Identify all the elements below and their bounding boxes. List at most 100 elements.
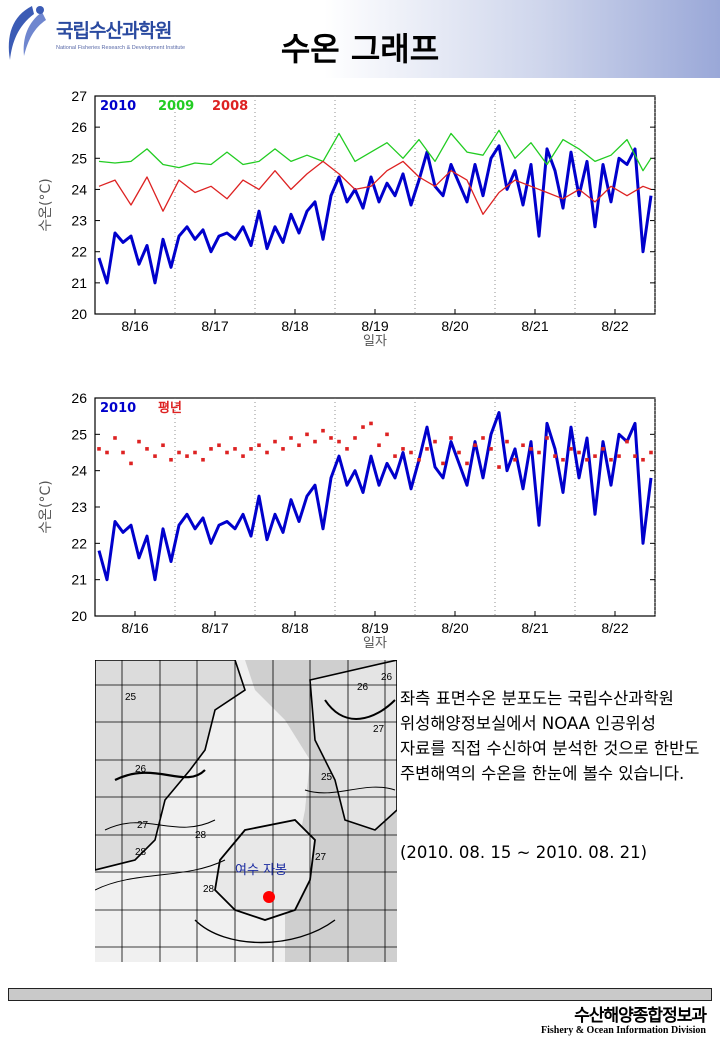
data-point xyxy=(425,447,429,451)
contour-label: 27 xyxy=(137,820,149,831)
data-point xyxy=(465,461,469,466)
legend-entry: 2010 xyxy=(100,401,136,416)
data-point xyxy=(161,443,165,448)
contour-label: 26 xyxy=(357,682,369,693)
y-tick-label: 21 xyxy=(71,572,87,588)
data-point xyxy=(481,436,485,440)
y-tick-label: 22 xyxy=(71,244,87,260)
data-point xyxy=(97,447,101,451)
data-point xyxy=(225,450,229,455)
org-name: 국립수산과학원 xyxy=(56,20,172,42)
x-axis-label: 일자 xyxy=(363,636,387,651)
data-point xyxy=(193,450,197,455)
series-line-2010 xyxy=(97,411,653,582)
header-banner: 국립수산과학원 National Fisheries Research & De… xyxy=(0,0,720,78)
map-description: 좌측 표면수온 분포도는 국립수산과학원 위성해양정보실에서 NOAA 인공위성… xyxy=(400,689,700,783)
data-point xyxy=(521,443,525,448)
series-line-2009 xyxy=(98,129,652,172)
contour-label: 28 xyxy=(203,884,215,895)
data-point xyxy=(409,450,413,455)
data-point xyxy=(145,447,149,451)
y-axis-label: 수온(°C) xyxy=(38,480,54,533)
contour-label: 26 xyxy=(381,672,393,683)
temperature-chart-normal: 20 21 22 23 24 25 26 8/16 8/17 8/18 8/19 8/20 8/21 8/… xyxy=(38,390,656,651)
y-tick-label: 25 xyxy=(71,150,87,166)
data-point xyxy=(529,447,533,451)
data-point xyxy=(641,457,645,462)
data-point xyxy=(265,450,269,455)
data-point xyxy=(537,450,541,455)
data-point xyxy=(489,447,493,451)
data-point xyxy=(577,450,581,455)
footer-bar xyxy=(8,988,712,1001)
y-tick-label: 21 xyxy=(71,275,87,291)
data-point xyxy=(121,450,125,455)
data-point xyxy=(289,436,293,440)
y-tick-label: 23 xyxy=(71,213,87,229)
data-point xyxy=(353,436,357,440)
sst-map: 25 26 27 28 26 27 28 28 25 26 27 여수 자봉 xyxy=(94,658,398,962)
data-point xyxy=(361,425,365,429)
data-point xyxy=(113,436,117,440)
y-tick-label: 20 xyxy=(71,306,87,322)
data-point xyxy=(305,432,309,437)
data-point xyxy=(585,457,589,462)
y-tick-label: 24 xyxy=(71,181,87,197)
data-point xyxy=(457,450,461,455)
data-point xyxy=(217,443,221,448)
data-point xyxy=(505,439,509,444)
data-point xyxy=(433,439,437,444)
data-point xyxy=(553,454,557,458)
data-point xyxy=(345,447,349,451)
data-point xyxy=(201,457,205,462)
contour-label: 28 xyxy=(195,830,207,841)
data-point xyxy=(337,439,341,444)
temperature-chart-yearly: 20 21 22 23 24 25 26 27 8/16 8/17 8/18 8/19 8/20 8/21… xyxy=(38,88,656,349)
data-point xyxy=(441,461,445,466)
contour-label: 27 xyxy=(315,852,327,863)
org-name-en: National Fisheries Research & Developmen… xyxy=(56,45,186,51)
legend-entry: 평년 xyxy=(158,400,182,416)
x-tick-label: 8/17 xyxy=(201,318,228,334)
data-point xyxy=(129,461,133,466)
data-point xyxy=(417,457,421,462)
data-point xyxy=(393,454,397,458)
data-point xyxy=(401,447,405,451)
data-point xyxy=(545,436,549,440)
x-tick-label: 8/22 xyxy=(601,318,628,334)
x-tick-label: 8/16 xyxy=(121,318,148,334)
data-point xyxy=(185,454,189,458)
x-tick-label: 8/20 xyxy=(441,620,468,636)
sst-map-drawing: 25 26 27 28 26 27 28 28 25 26 27 여수 자봉 xyxy=(94,658,398,962)
x-tick-label: 8/20 xyxy=(441,318,468,334)
plot-area xyxy=(94,95,656,315)
footer-subtitle: Fishery & Ocean Information Division xyxy=(541,1025,706,1036)
data-point xyxy=(209,447,213,451)
data-point xyxy=(377,443,381,448)
data-point xyxy=(313,439,317,444)
data-point xyxy=(329,436,333,440)
legend-entry: 2010 xyxy=(100,99,136,114)
y-tick-label: 26 xyxy=(71,390,87,406)
x-tick-label: 8/17 xyxy=(201,620,228,636)
data-point xyxy=(105,450,109,455)
data-point xyxy=(137,439,141,444)
location-marker xyxy=(263,891,275,903)
data-point xyxy=(625,439,629,444)
data-point xyxy=(321,428,325,433)
legend-entry: 2008 xyxy=(212,99,248,114)
data-point xyxy=(609,457,613,462)
x-tick-label: 8/16 xyxy=(121,620,148,636)
data-point xyxy=(153,454,157,458)
contour-label: 26 xyxy=(135,764,147,775)
observation-period: (2010. 08. 15 ~ 2010. 08. 21) xyxy=(400,843,648,862)
data-point xyxy=(241,454,245,458)
x-tick-label: 8/19 xyxy=(361,620,388,636)
plot-area xyxy=(94,397,656,617)
x-tick-label: 8/19 xyxy=(361,318,388,334)
data-point xyxy=(385,432,389,437)
y-axis-label: 수온(°C) xyxy=(38,178,54,231)
footer-title: 수산해양종합정보과 xyxy=(574,1006,707,1026)
y-tick-label: 25 xyxy=(71,426,87,442)
data-point xyxy=(497,465,501,469)
